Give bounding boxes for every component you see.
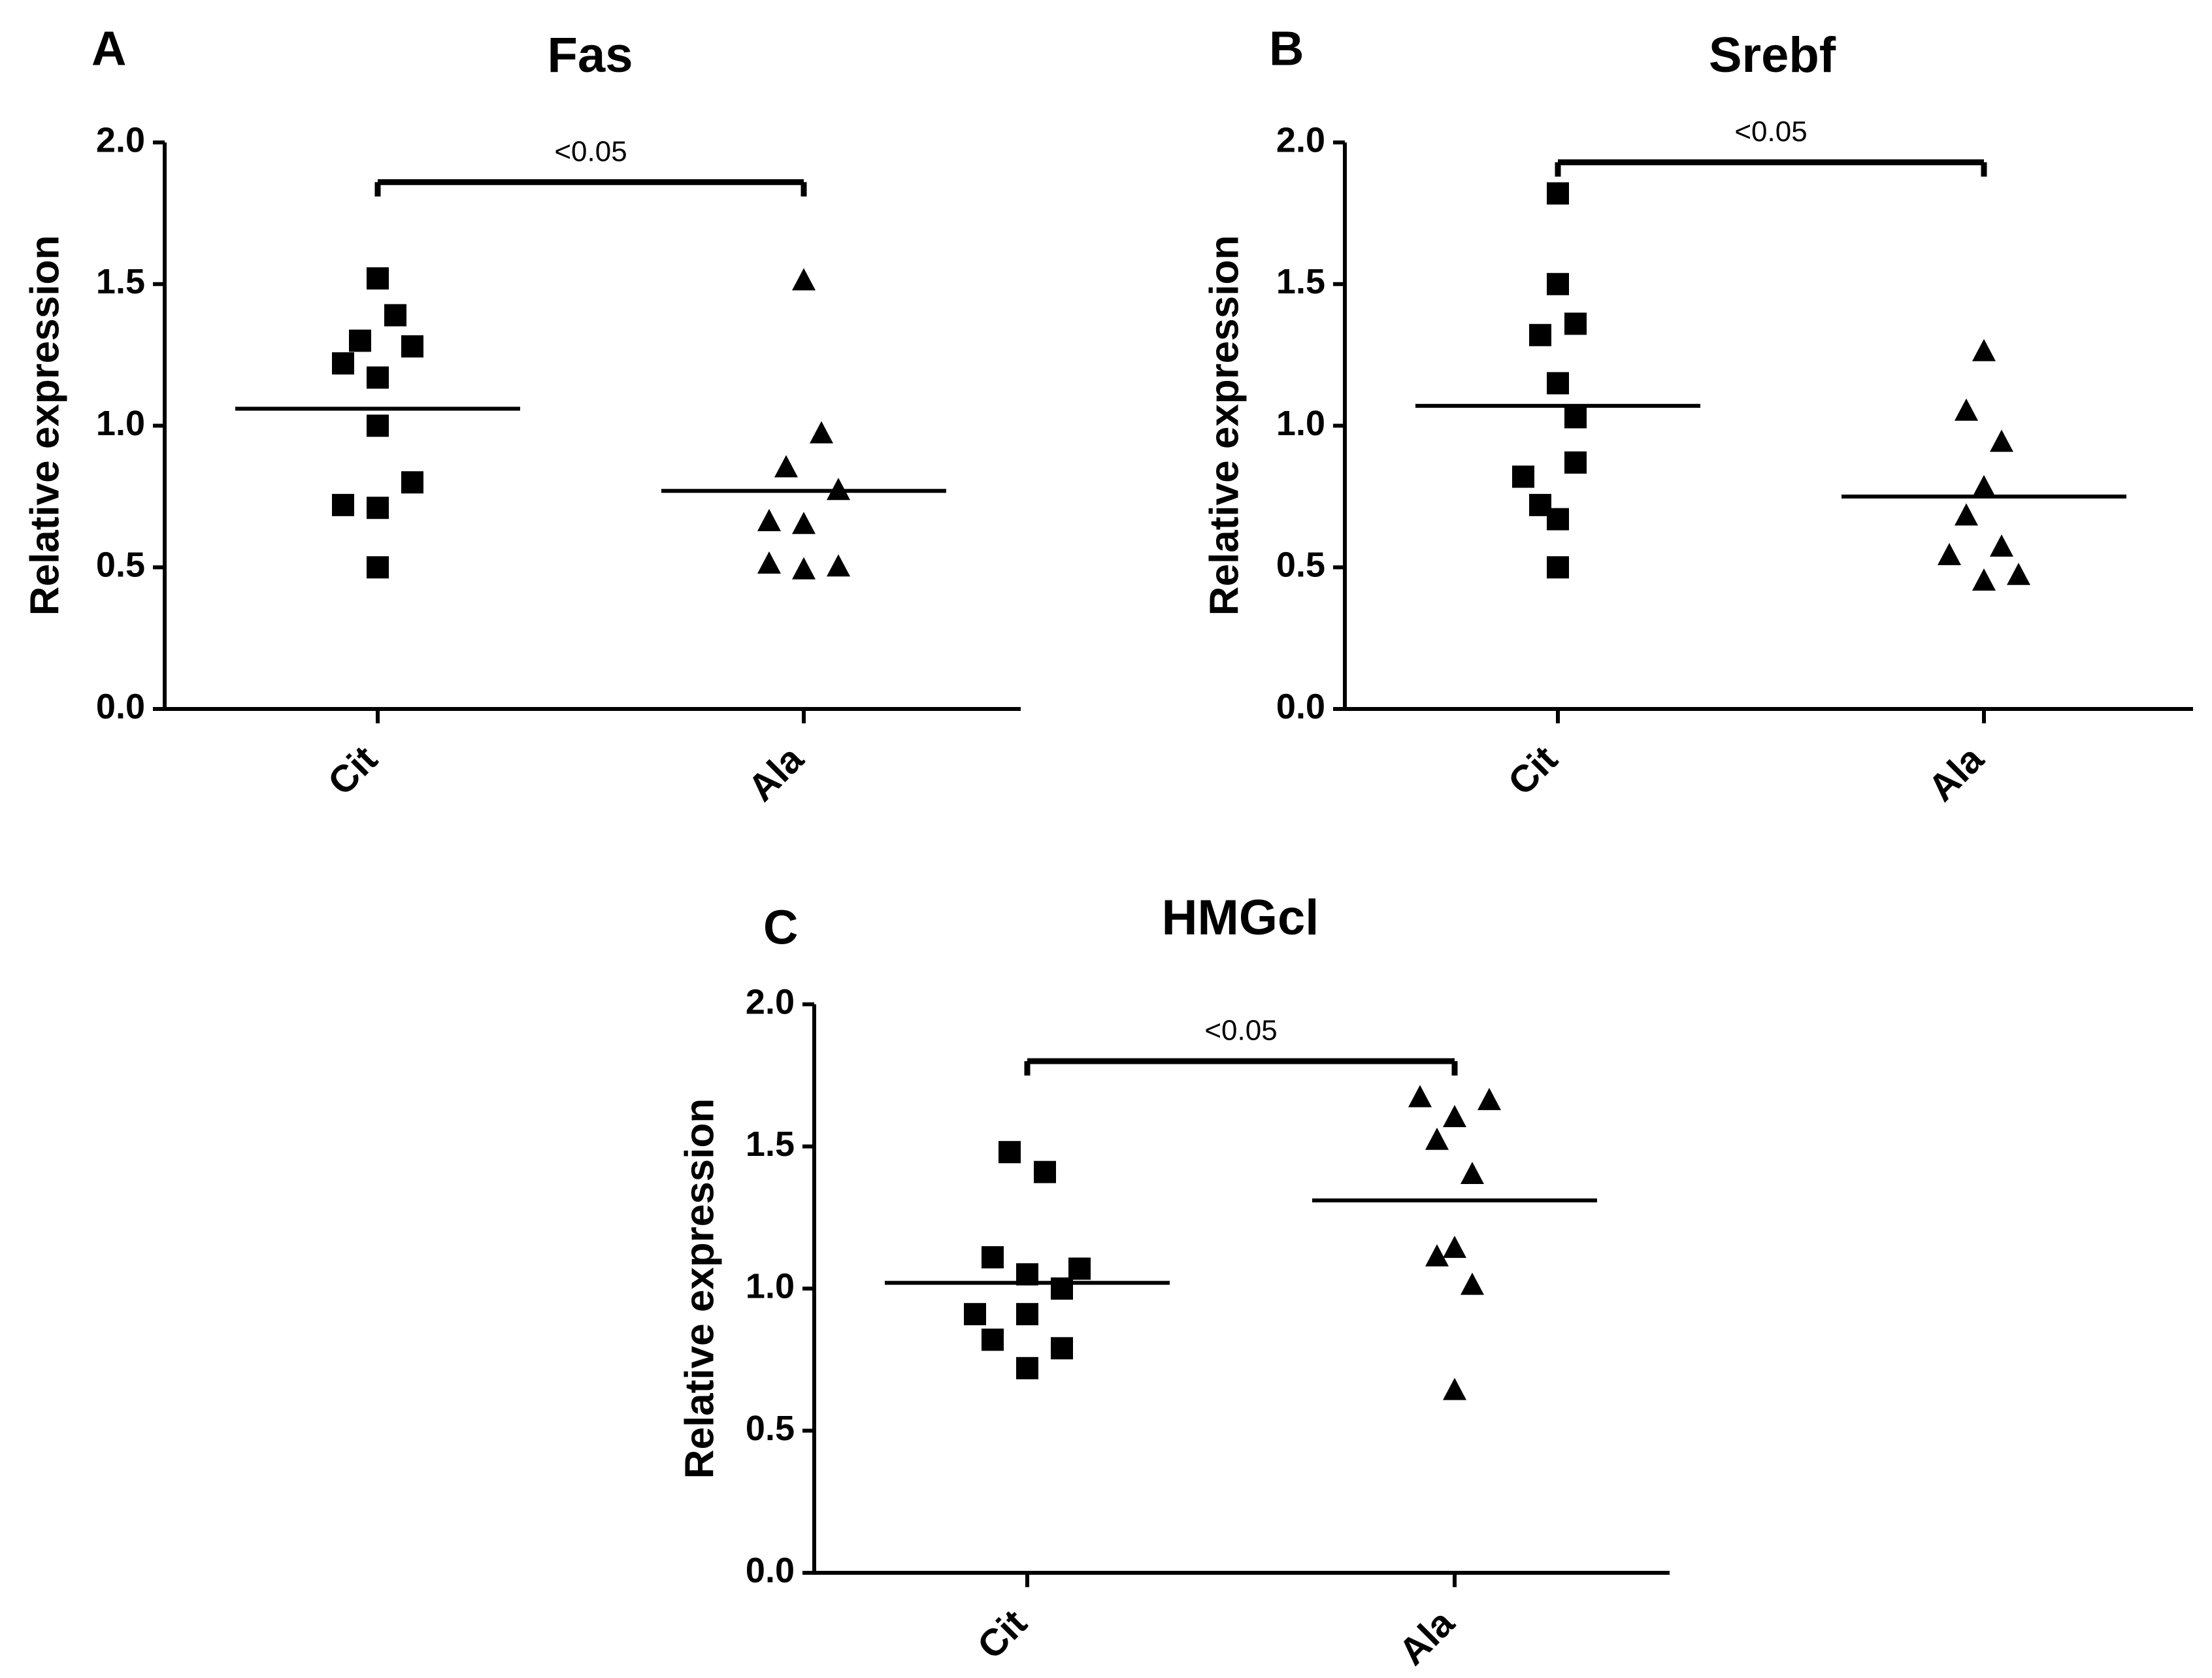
significance-label: <0.05 [1734,116,1807,148]
significance-label: <0.05 [554,135,627,167]
data-point-square [1547,372,1569,395]
data-point-triangle [1461,1162,1484,1184]
data-point-triangle [774,455,798,478]
data-point-square [999,1141,1021,1164]
data-point-triangle [792,557,816,580]
data-point-triangle [1461,1272,1484,1295]
data-point-triangle [827,554,850,577]
data-point-triangle [792,268,816,291]
data-point-square [1051,1277,1073,1300]
data-point-square [1547,508,1569,531]
data-point-square [367,497,389,519]
data-point-square [1034,1160,1056,1183]
data-point-triangle [1938,542,1961,565]
data-point-square [367,414,389,437]
data-point-triangle [1443,1105,1466,1127]
x-tick-label-cit: Cit [969,1602,1035,1668]
data-point-square [1016,1357,1038,1379]
data-point-triangle [1955,503,1978,526]
data-point-triangle [792,512,816,535]
y-tick-label: 1.5 [746,1125,795,1164]
data-point-square [401,471,423,494]
y-axis-label: Relative expression [677,1098,722,1479]
data-point-triangle [1425,1127,1449,1150]
data-point-square [367,267,389,290]
y-tick-label: 2.0 [746,982,795,1021]
y-tick-label: 0.0 [1276,687,1325,726]
y-tick-label: 0.5 [96,546,145,585]
y-tick-label: 1.0 [96,404,145,443]
data-point-triangle [757,551,781,574]
y-tick-label: 1.5 [96,262,145,301]
panel-letter: C [763,900,798,955]
data-point-triangle [1972,338,1996,361]
data-point-triangle [1972,568,1996,591]
y-tick-label: 2.0 [96,120,145,159]
x-tick-label-cit: Cit [320,738,386,804]
y-axis-label: Relative expression [1202,235,1247,616]
data-point-square [367,366,389,389]
data-point-square [349,329,371,352]
y-tick-label: 0.5 [1276,546,1325,585]
data-point-triangle [810,421,833,444]
data-point-square [1547,272,1569,295]
y-axis-label: Relative expression [22,235,67,616]
data-point-triangle [1972,474,1996,497]
y-tick-label: 0.0 [96,687,145,726]
data-point-square [332,493,354,516]
data-point-square [1068,1257,1091,1280]
chart-title: Fas [548,27,633,83]
y-tick-label: 0.0 [746,1551,795,1590]
data-point-triangle [757,508,781,531]
data-point-square [1547,182,1569,205]
data-point-triangle [1408,1085,1432,1108]
data-point-triangle [1477,1087,1501,1110]
data-point-square [1051,1337,1073,1360]
data-point-square [367,556,389,579]
x-tick-label-ala: Ala [1920,738,1992,810]
data-point-square [1512,465,1534,488]
y-tick-label: 2.0 [1276,120,1325,159]
data-point-square [1564,312,1587,335]
data-point-square [1529,323,1551,346]
data-point-square [982,1328,1004,1351]
data-point-triangle [1443,1377,1466,1400]
data-point-square [1547,556,1569,579]
chart-title: Srebf [1709,27,1836,83]
data-point-square [1564,406,1587,429]
significance-label: <0.05 [1204,1015,1277,1047]
chart-title: HMGcl [1162,890,1319,946]
chart-panel-b: B Srebf 0.0 0.5 1.0 1.5 2.0 Relative expression… [1202,22,2193,810]
x-tick-label-cit: Cit [1500,738,1566,804]
data-point-square [401,335,423,358]
data-point-square [1016,1303,1038,1326]
data-point-triangle [1990,429,2013,452]
chart-panel-c: C HMGcl 0.0 0.5 1.0 1.5 2.0 Relative expression… [677,890,1670,1673]
data-point-triangle [1990,534,2013,557]
data-point-triangle [1443,1236,1466,1258]
panel-letter: A [91,22,126,76]
x-tick-label-ala: Ala [1391,1602,1462,1673]
data-point-triangle [2007,563,2030,585]
y-tick-label: 0.5 [746,1409,795,1448]
y-tick-label: 1.0 [746,1266,795,1306]
chart-panel-a: A Fas 0.0 0.5 1.0 1.5 2.0 Relative expression Ci… [22,22,1021,810]
data-point-triangle [1425,1244,1449,1267]
data-point-square [1564,451,1587,474]
panel-letter: B [1269,22,1304,76]
y-tick-label: 1.0 [1276,404,1325,443]
x-tick-label-ala: Ala [740,738,812,810]
data-point-square [964,1303,986,1326]
data-point-square [332,352,354,375]
data-point-square [384,304,406,327]
data-point-square [982,1246,1004,1269]
y-tick-label: 1.5 [1276,262,1325,301]
data-point-triangle [1955,398,1978,421]
